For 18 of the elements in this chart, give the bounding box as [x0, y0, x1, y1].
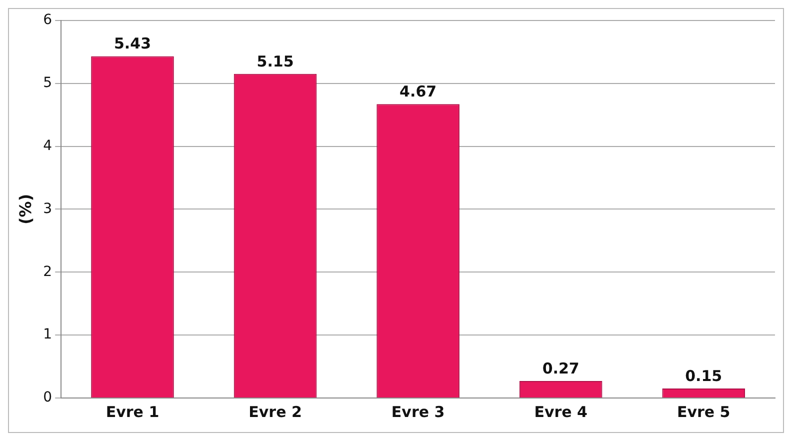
x-tick-label: Evre 1: [106, 402, 160, 421]
data-label: 0.27: [542, 359, 580, 378]
x-tick-label: Evre 2: [248, 402, 302, 421]
data-label: 5.15: [256, 52, 294, 70]
x-tick-label: Evre 5: [676, 402, 730, 421]
y-tick-label: 6: [43, 12, 52, 28]
y-tick-label: 3: [43, 200, 52, 217]
data-label: 5.43: [114, 34, 152, 53]
y-tick-label: 4: [43, 138, 52, 154]
y-tick-label: 1: [43, 326, 52, 343]
y-tick-label: 2: [43, 264, 52, 280]
data-label: 4.67: [400, 82, 437, 100]
x-tick-label: Evre 4: [534, 402, 588, 421]
x-tick-label: Evre 3: [391, 402, 445, 421]
y-axis-title: (%): [16, 194, 35, 225]
y-tick-label: 5: [43, 74, 52, 91]
data-label: 0.15: [685, 366, 722, 385]
y-tick-label: 0: [43, 390, 52, 406]
